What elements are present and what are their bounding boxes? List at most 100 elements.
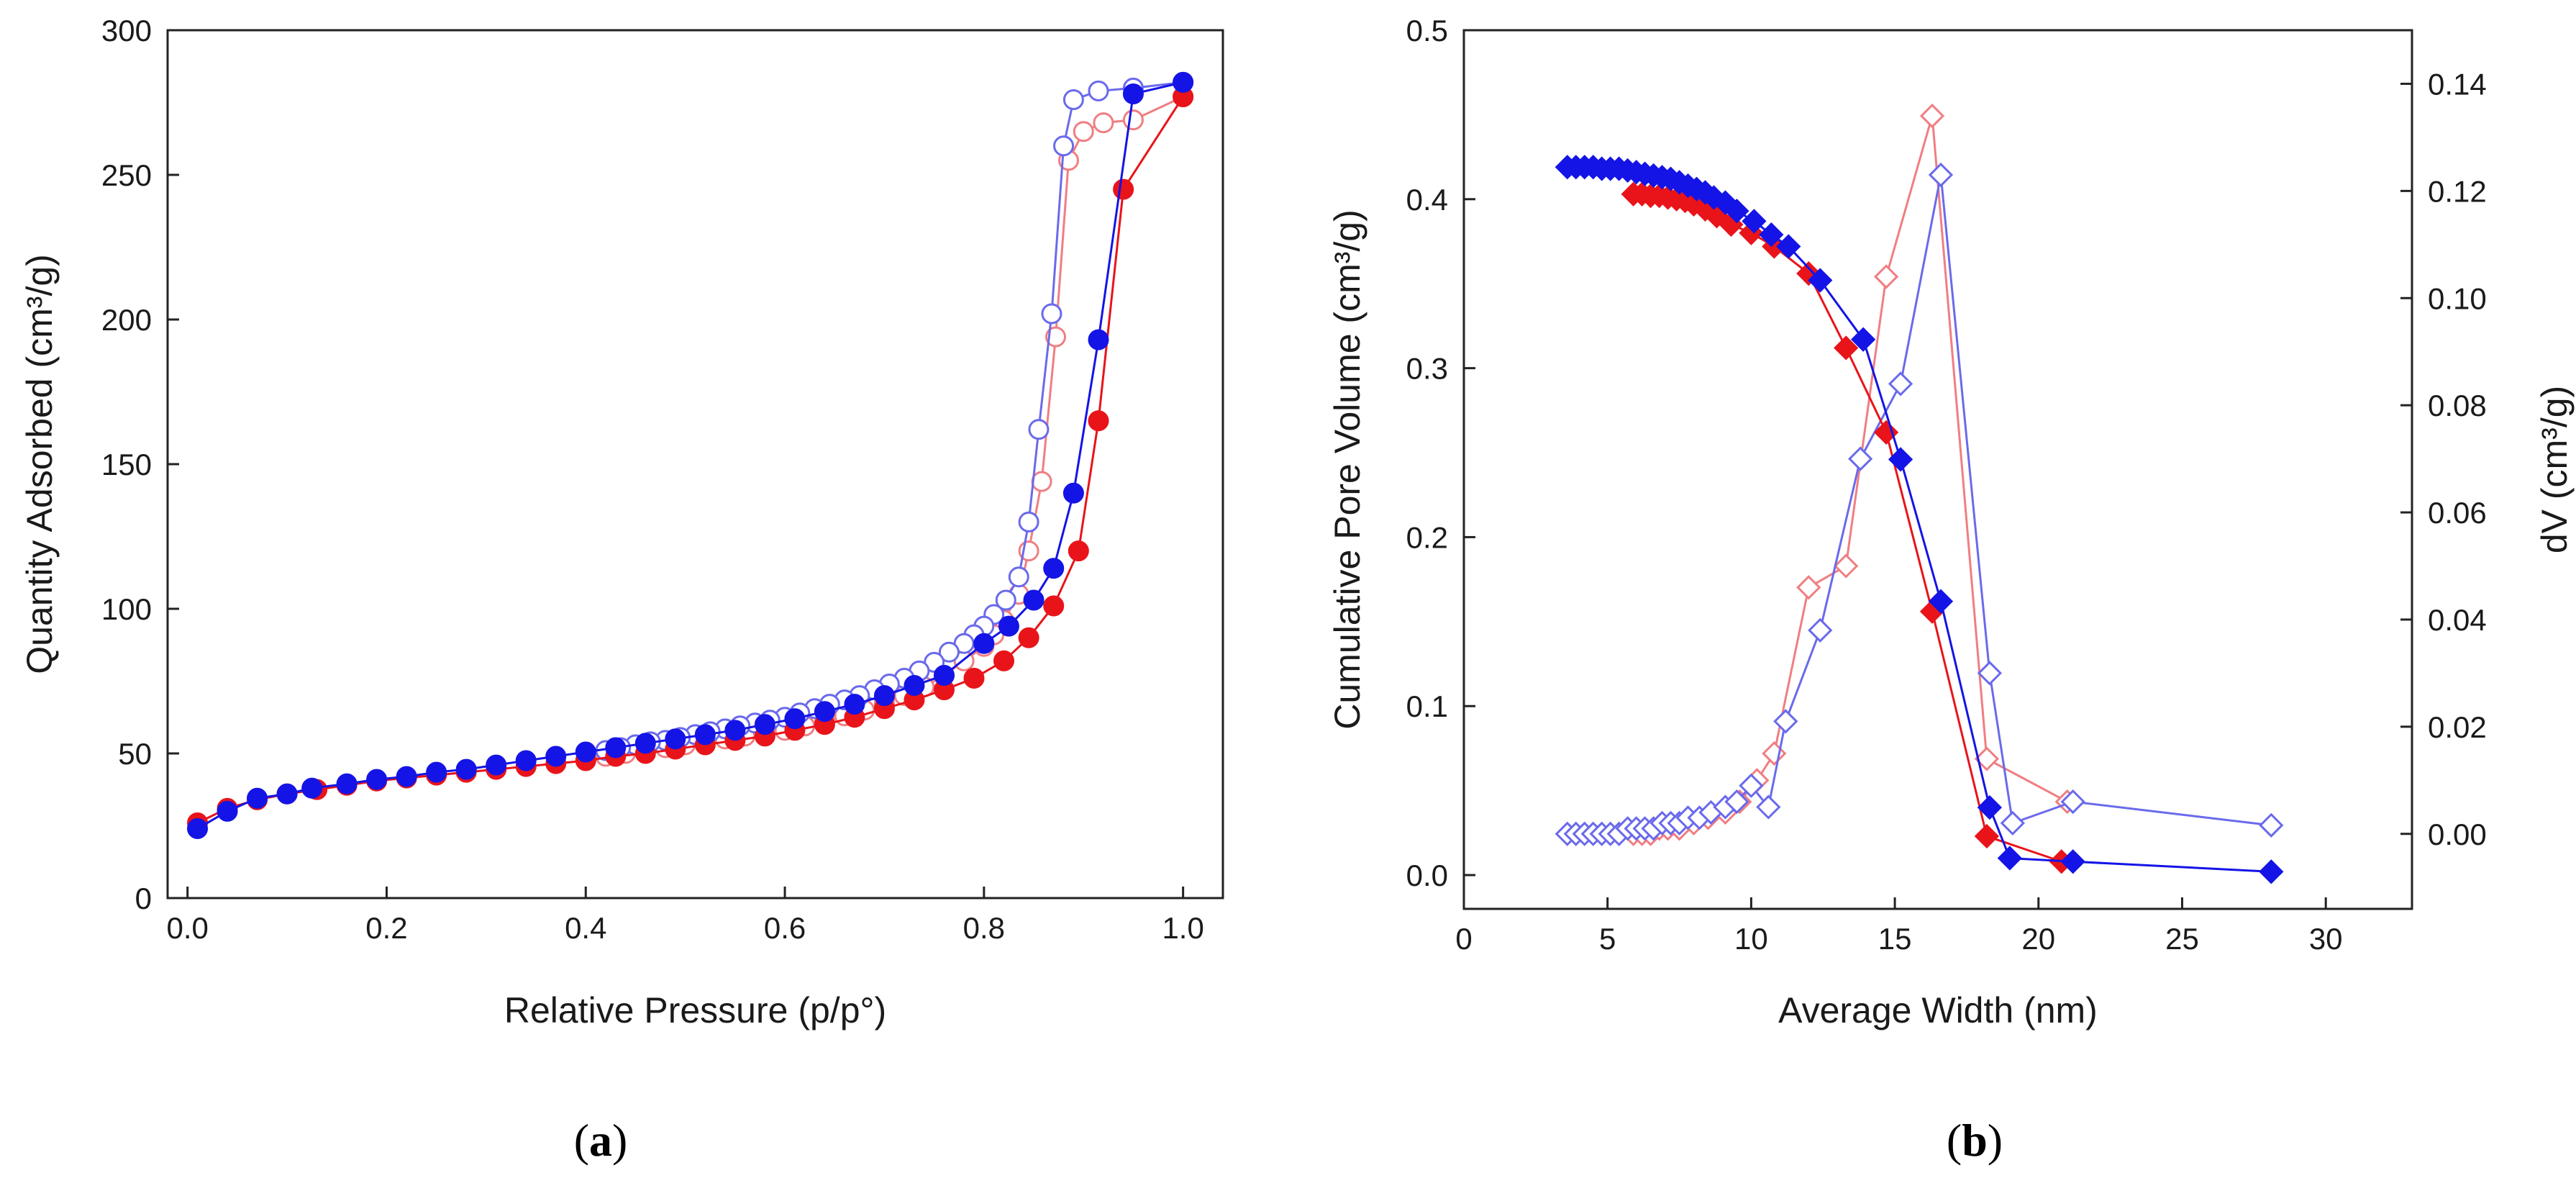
data-point [575,741,596,763]
data-point [904,675,925,697]
x-tick-label: 0.2 [365,911,407,945]
data-point [276,783,298,805]
data-point [301,777,323,799]
data-point [1122,83,1144,104]
data-point [1068,540,1089,562]
y-tick-label: 0.2 [1406,520,1448,554]
data-point [1088,329,1109,350]
data-point [247,787,268,809]
data-point [1834,553,1859,579]
data-point [1974,746,2000,771]
data-point [486,754,507,776]
y2-axis-title: dV (cm³/g) [2534,386,2575,553]
data-point [2060,789,2085,815]
data-point [1888,371,1913,397]
data-point [1053,135,1075,157]
panel-label-b: (b) [1947,1115,2003,1166]
y-tick-label: 0.0 [1406,858,1448,892]
data-point [2259,859,2284,884]
x-tick-label: 30 [2309,922,2343,956]
y-tick-label: 100 [101,592,152,626]
data-point [1122,109,1144,131]
y2-tick-label: 0.00 [2428,817,2487,851]
data-point [938,641,960,663]
y-tick-label: 0 [135,882,152,915]
x-tick-label: 0.4 [565,911,606,945]
x-tick-label: 0 [1455,922,1472,956]
data-point [366,769,388,790]
data-point [1043,558,1065,579]
data-point [1739,773,1764,798]
y-tick-label: 150 [101,448,152,481]
data-point [1018,627,1039,648]
data-point [665,728,686,750]
x-tick-label: 5 [1599,922,1616,956]
y2-tick-label: 0.08 [2428,389,2487,422]
x-tick-label: 0.0 [166,911,208,945]
data-point [1073,121,1094,142]
data-point [754,714,775,735]
data-point [396,766,417,787]
data-point [694,724,716,746]
data-point [336,773,358,794]
data-point [1088,410,1109,432]
y2-tick-label: 0.06 [2428,496,2487,530]
data-point [1742,209,1767,234]
data-point [1713,190,1738,215]
y-tick-label: 200 [101,303,152,337]
data-point [1724,199,1749,224]
data-point [1031,471,1052,492]
data-point [1023,589,1044,611]
data-point [1756,794,1781,820]
y2-tick-label: 0.14 [2428,67,2487,101]
data-point [2000,810,2025,836]
y-tick-label: 0.5 [1406,14,1448,47]
data-point [873,685,895,707]
data-point [844,694,865,715]
y-axis-title: Cumulative Pore Volume (cm³/g) [1327,209,1367,729]
data-point [998,615,1019,637]
data-point [1997,846,2022,871]
data-point [1028,419,1050,440]
data-point [1043,595,1065,617]
y2-tick-label: 0.10 [2428,281,2487,315]
x-axis-title: Average Width (nm) [1778,990,2098,1030]
data-point [1681,191,1706,217]
plot-frame-b [1462,29,2413,910]
data-point [426,761,447,783]
data-point [1773,709,1798,734]
chart-panel-a: 0.0 0.2 0.4 0.6 0.8 1.0 0 50 100 150 200 250 300 Rela… [19,14,1224,1030]
y-tick-label: 0.3 [1406,352,1448,386]
data-point [1834,335,1859,361]
data-point [1928,162,1954,188]
data-point [1088,80,1109,101]
data-point [1762,740,1787,766]
data-point [1848,446,1873,471]
data-point [1044,326,1066,348]
x-tick-label: 1.0 [1162,911,1203,945]
data-point [455,758,477,780]
data-point [1759,222,1784,248]
data-point [634,733,656,754]
data-point [1873,264,1899,289]
chart-panel-b: 0 5 10 15 20 25 30 0.0 0.1 0.2 0.3 0.4 0.5 0.00 0.02 0.… [1327,14,2575,1030]
data-point [187,818,209,840]
data-point [1062,89,1084,110]
data-point [1776,234,1801,259]
data-point [1724,789,1749,815]
series-line [196,96,1184,824]
data-point [1018,511,1039,533]
data-point [1173,71,1194,93]
data-point [1796,575,1821,600]
data-point [814,701,835,722]
data-point [1851,327,1876,352]
x-tick-label: 0.6 [764,911,806,945]
y2-tick-label: 0.12 [2428,174,2487,208]
data-point [1977,661,2003,686]
data-point [1873,420,1899,445]
data-point [1808,617,1833,643]
series-line [196,81,1183,830]
data-point [2259,812,2284,838]
x-tick-label: 10 [1734,922,1768,956]
